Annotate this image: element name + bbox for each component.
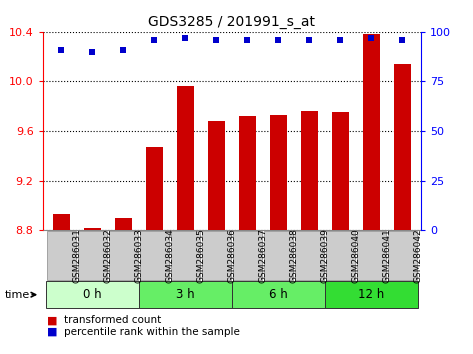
Text: ■: ■ [47, 327, 58, 337]
Text: ■: ■ [47, 315, 58, 325]
Text: GSM286032: GSM286032 [103, 228, 112, 283]
Point [274, 37, 282, 42]
Text: time: time [5, 290, 30, 300]
Bar [114, 218, 132, 230]
Text: percentile rank within the sample: percentile rank within the sample [64, 327, 240, 337]
Bar [301, 111, 318, 230]
Text: 6 h: 6 h [269, 288, 288, 301]
Bar [208, 121, 225, 230]
Point [306, 37, 313, 42]
Bar [53, 214, 70, 230]
Point [57, 47, 65, 52]
Text: GSM286034: GSM286034 [165, 228, 174, 283]
Bar [270, 115, 287, 230]
Bar [84, 228, 101, 230]
Text: transformed count: transformed count [64, 315, 161, 325]
Text: GSM286031: GSM286031 [72, 228, 81, 283]
Text: 3 h: 3 h [176, 288, 194, 301]
Text: GSM286036: GSM286036 [227, 228, 236, 283]
Point [182, 35, 189, 41]
Bar [177, 86, 194, 230]
Text: GSM286038: GSM286038 [289, 228, 298, 283]
Point [88, 49, 96, 55]
Title: GDS3285 / 201991_s_at: GDS3285 / 201991_s_at [148, 16, 315, 29]
Bar [363, 34, 380, 230]
Text: GSM286041: GSM286041 [382, 228, 391, 283]
Point [119, 47, 127, 52]
Bar [239, 116, 256, 230]
Text: 12 h: 12 h [358, 288, 385, 301]
Text: GSM286039: GSM286039 [320, 228, 329, 283]
Bar [332, 113, 349, 230]
Point [244, 37, 251, 42]
Text: GSM286042: GSM286042 [413, 228, 422, 283]
Text: GSM286037: GSM286037 [258, 228, 267, 283]
Bar [394, 64, 411, 230]
Bar [146, 147, 163, 230]
Point [337, 37, 344, 42]
Text: GSM286033: GSM286033 [134, 228, 143, 283]
Text: GSM286040: GSM286040 [351, 228, 360, 283]
Point [212, 37, 220, 42]
Text: 0 h: 0 h [83, 288, 102, 301]
Text: GSM286035: GSM286035 [196, 228, 205, 283]
Point [399, 37, 406, 42]
Point [368, 35, 375, 41]
Point [150, 37, 158, 42]
